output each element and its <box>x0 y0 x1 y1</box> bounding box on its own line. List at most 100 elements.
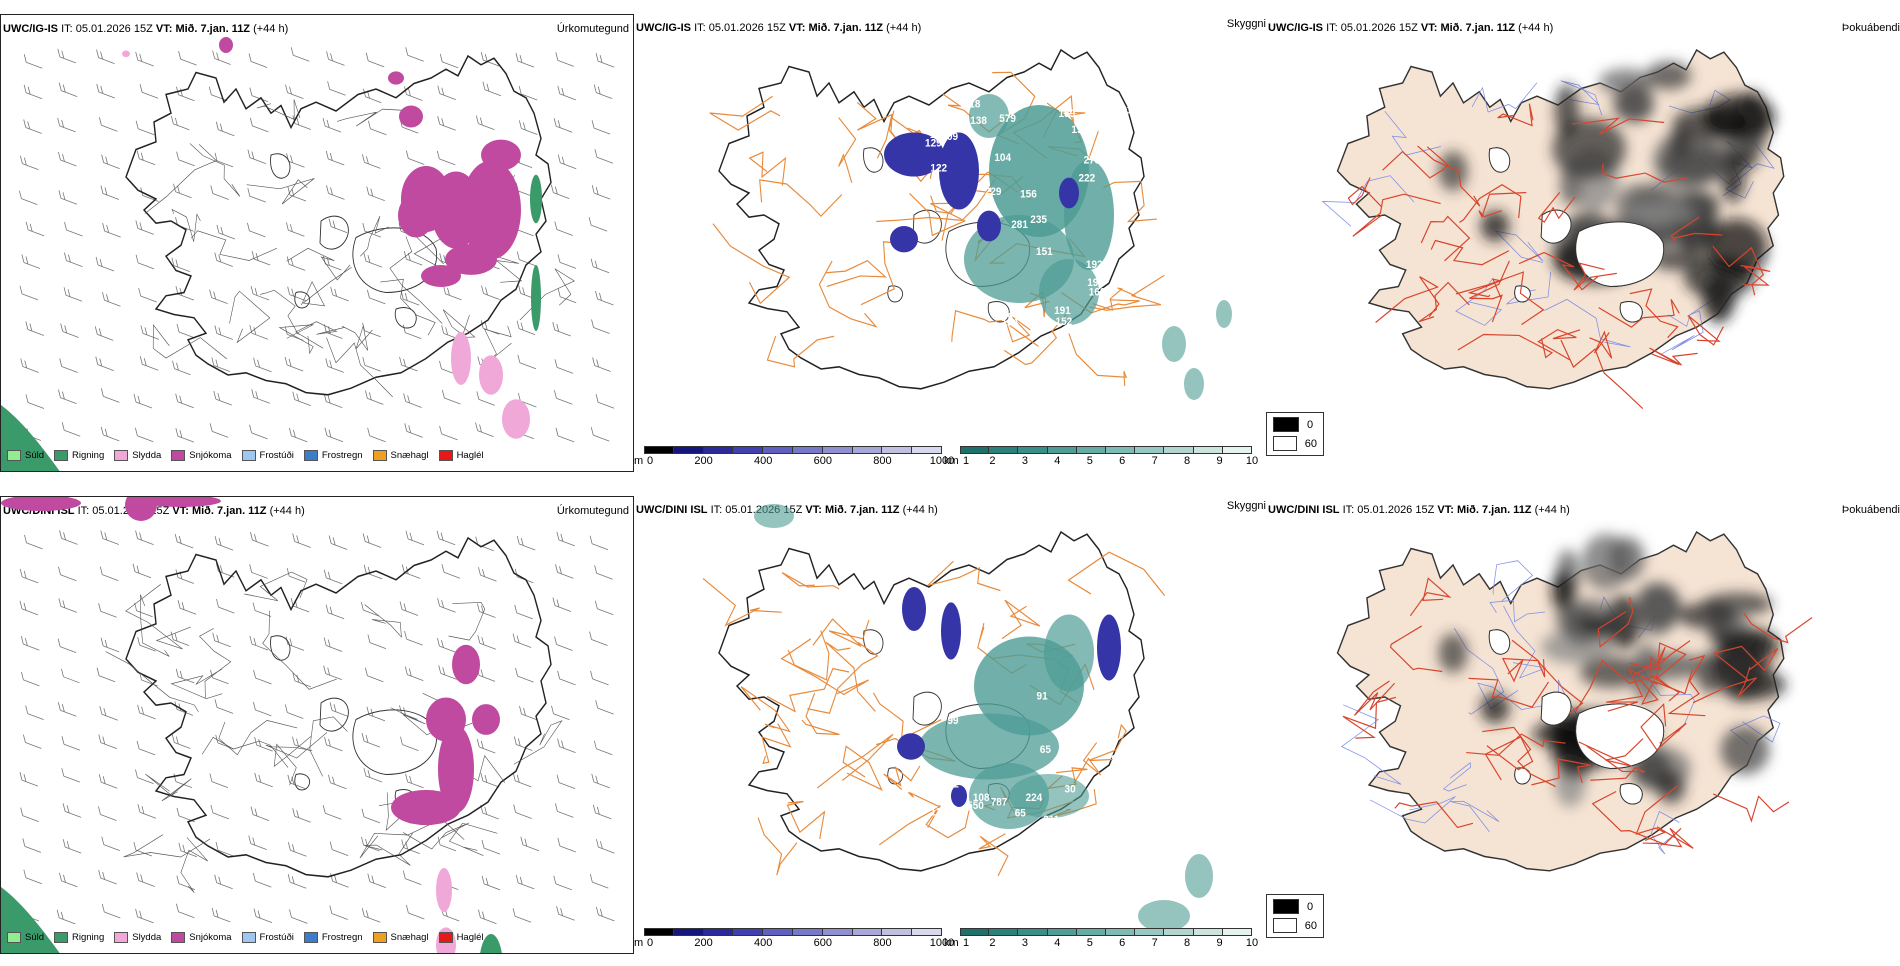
wind-barb <box>210 804 230 820</box>
wind-barb <box>322 805 342 820</box>
wind-barb <box>209 289 228 304</box>
fog-high-label: 60 <box>1304 919 1317 932</box>
wind-barb <box>325 358 344 373</box>
colorbar-tick: 7 <box>1151 937 1158 949</box>
wind-barb <box>594 149 614 164</box>
ceiling-blob <box>897 733 925 760</box>
wind-barb <box>589 631 608 646</box>
colorbar-cells <box>644 928 942 936</box>
visibility-blob <box>1009 774 1089 818</box>
road-line <box>1450 800 1500 833</box>
wind-barb <box>249 117 269 133</box>
wind-barb <box>551 705 570 721</box>
wind-barb <box>139 356 159 371</box>
wind-barb <box>248 53 268 68</box>
wind-barb <box>209 773 229 788</box>
coastline <box>718 48 1145 390</box>
colorbar-cell <box>1047 928 1077 936</box>
wind-barb <box>214 325 234 340</box>
ceiling-value-label: 30 <box>1065 783 1076 796</box>
road-line <box>1478 191 1527 219</box>
road-line <box>336 108 414 127</box>
ceiling-value-label: 79 <box>1002 311 1013 324</box>
glacier-area <box>1488 629 1511 655</box>
wind-barb <box>212 632 231 648</box>
wind-barb <box>213 390 232 406</box>
ceiling-value-label: 156 <box>1020 188 1037 201</box>
wind-barb <box>287 186 307 202</box>
legend-label: Rigning <box>72 932 105 943</box>
fog-cell <box>1480 692 1510 724</box>
wind-barb <box>591 773 610 789</box>
wind-barb <box>404 630 423 646</box>
wind-barb <box>325 604 345 620</box>
fog-legend-low: 0 <box>1273 417 1317 432</box>
colorbar-tick: 5 <box>1086 937 1093 949</box>
legend-swatch <box>303 932 318 943</box>
visibility-blob <box>754 504 794 528</box>
wind-barb <box>327 81 346 96</box>
colorbar-cell <box>733 928 764 936</box>
legend-item: Haglél <box>438 932 484 943</box>
colorbar-cell <box>882 446 913 454</box>
ceiling-value-label: 229 <box>985 185 1002 198</box>
glacier-outline <box>394 307 417 329</box>
road-line <box>309 716 348 777</box>
rain-area <box>480 934 502 953</box>
vt-label: VT: <box>1420 22 1438 34</box>
wind-barb <box>64 221 83 237</box>
ceiling-value-label: 190 <box>1087 276 1104 289</box>
fog-cell <box>1703 277 1734 324</box>
road-line <box>1597 597 1634 648</box>
wind-barb <box>590 258 610 274</box>
wind-barb <box>554 359 574 374</box>
road-line <box>748 151 787 186</box>
rain-blob <box>480 934 502 953</box>
wind-barb <box>254 772 273 788</box>
road-line <box>1430 239 1510 266</box>
ceiling-value-label: 144 <box>953 120 970 133</box>
wind-barb <box>249 635 269 651</box>
fog-cell <box>1551 570 1575 613</box>
ceiling-value-label: 65 <box>1015 807 1026 820</box>
wind-barb <box>250 806 270 821</box>
visibility-map: 718 275 152 129 222 165 160 281 159 190 189 79 119 12… <box>709 48 1232 400</box>
legend-item: Rigning <box>54 932 104 943</box>
wind-barb <box>475 115 495 130</box>
colorbar-tick: 400 <box>754 455 773 467</box>
wind-barb <box>443 285 462 301</box>
road-line <box>1457 333 1554 359</box>
lead-time: (+44 h) <box>902 504 938 516</box>
wind-barb <box>214 152 234 168</box>
road-line <box>1005 316 1039 347</box>
visibility-colorbar: km 1 2 3 4 5 6 7 8 9 10 <box>944 446 1260 470</box>
visibility-blob <box>1216 300 1232 328</box>
road-line <box>190 230 278 261</box>
wind-barb <box>553 118 573 133</box>
low-ceiling-area <box>897 587 1121 807</box>
visibility-blob <box>1044 614 1094 692</box>
wind-barb <box>58 389 77 405</box>
wind-barb <box>289 427 308 443</box>
wind-barb <box>98 774 118 789</box>
wind-barb <box>214 874 233 890</box>
glacier-outline <box>987 301 1010 323</box>
ceiling-value-label: 124 <box>1002 316 1019 329</box>
wind-barb <box>512 772 532 788</box>
wind-barb <box>20 807 39 822</box>
snow-blob <box>426 697 466 742</box>
sleet-blob <box>502 399 530 439</box>
offshore-visibility-area <box>1162 300 1232 400</box>
coastline <box>125 54 552 396</box>
wind-barb <box>590 670 609 686</box>
legend-item: Slydda <box>114 932 161 943</box>
colorbar-tick: 2 <box>989 937 996 949</box>
road-line <box>1740 264 1771 286</box>
colorbar-cell <box>1076 928 1106 936</box>
road-line <box>1692 666 1757 704</box>
wind-barb <box>399 601 419 616</box>
road-line <box>1471 82 1538 113</box>
wind-barb <box>324 736 343 752</box>
glacier-outline <box>863 629 884 655</box>
wind-barb <box>589 873 609 889</box>
